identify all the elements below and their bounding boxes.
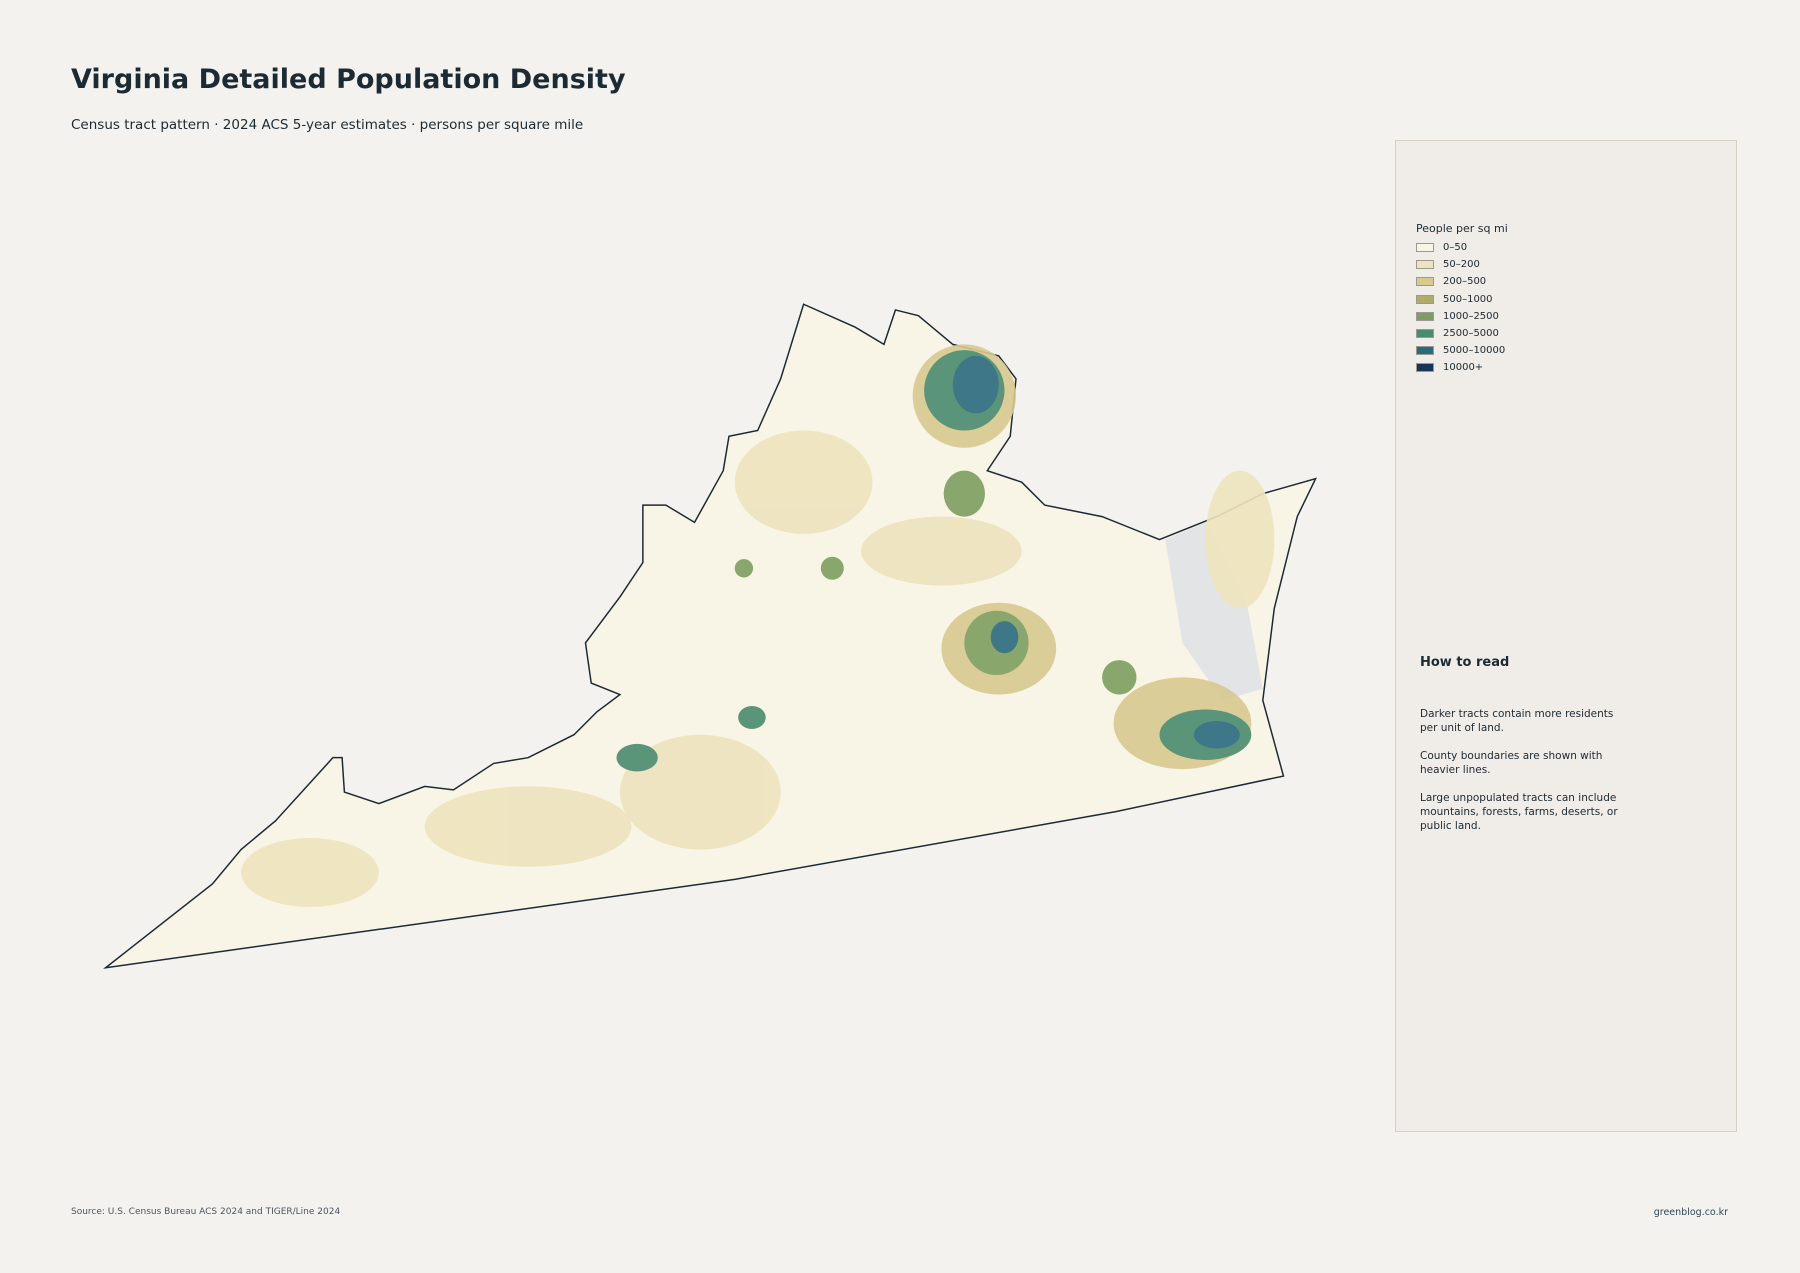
legend-item: 50–200 — [1416, 256, 1505, 273]
legend-swatch — [1416, 243, 1434, 253]
legend-label: 1000–2500 — [1443, 310, 1499, 322]
legend-item: 1000–2500 — [1416, 308, 1505, 325]
subtitle: Census tract pattern · 2024 ACS 5-year e… — [71, 117, 584, 133]
legend-swatch — [1416, 346, 1434, 356]
tract-shading — [241, 344, 1275, 907]
credit: greenblog.co.kr — [1653, 1207, 1728, 1218]
map — [102, 303, 1318, 969]
legend-label: 10000+ — [1443, 362, 1484, 374]
legend-item: 200–500 — [1416, 273, 1505, 290]
legend-label: 5000–10000 — [1443, 345, 1506, 357]
legend-item: 500–1000 — [1416, 291, 1505, 308]
legend-label: 2500–5000 — [1443, 328, 1499, 340]
legend-swatch — [1416, 260, 1434, 270]
title: Virginia Detailed Population Density — [71, 64, 626, 95]
legend-label: 200–500 — [1443, 276, 1487, 288]
legend-title: People per sq mi — [1416, 222, 1508, 235]
legend-item: 0–50 — [1416, 239, 1505, 256]
legend-label: 50–200 — [1443, 259, 1480, 271]
legend-label: 500–1000 — [1443, 293, 1493, 305]
note-paragraph: County boundaries are shown with heavier… — [1420, 750, 1603, 776]
legend-swatch — [1416, 277, 1434, 287]
legend-swatch — [1416, 329, 1434, 339]
legend-items: 0–50 50–200 200–500 500–1000 1000–2500 2500–5… — [1416, 239, 1505, 377]
legend-item: 10000+ — [1416, 359, 1505, 376]
notes: Darker tracts contain more residents per… — [1420, 707, 1620, 847]
note-paragraph: Large unpopulated tracts can include mou… — [1420, 792, 1618, 832]
legend-item: 5000–10000 — [1416, 342, 1505, 359]
bay — [1165, 522, 1263, 701]
note-paragraph: Darker tracts contain more residents per… — [1420, 708, 1614, 734]
legend-panel: People per sq mi 0–50 50–200 200–500 500–10… — [1395, 140, 1737, 1132]
legend-swatch — [1416, 363, 1434, 373]
notes-heading: How to read — [1420, 655, 1510, 670]
legend-swatch — [1416, 311, 1434, 321]
legend-label: 0–50 — [1443, 242, 1468, 254]
legend-item: 2500–5000 — [1416, 325, 1505, 342]
source: Source: U.S. Census Bureau ACS 2024 and … — [71, 1207, 341, 1217]
legend-swatch — [1416, 294, 1434, 304]
